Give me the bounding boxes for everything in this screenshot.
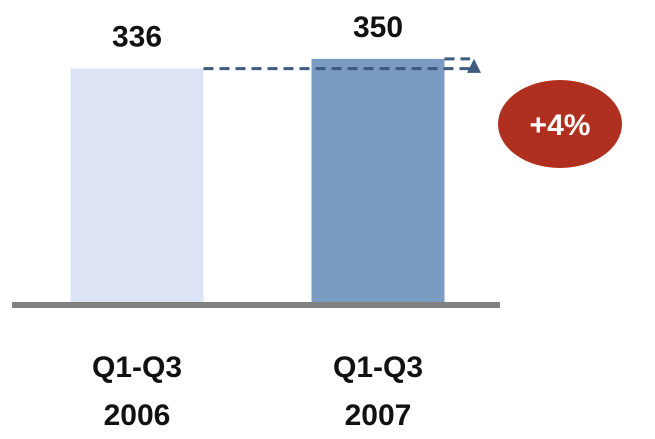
data-label-2006: 336 bbox=[112, 21, 162, 54]
increase-arrow-icon bbox=[467, 58, 481, 73]
x-axis-baseline bbox=[12, 302, 500, 308]
bar-q1-q3-2006 bbox=[70, 68, 204, 303]
category-label-2006-year: 2006 bbox=[104, 399, 171, 432]
category-label-2006-period: Q1-Q3 bbox=[92, 351, 182, 384]
category-label-2007-period: Q1-Q3 bbox=[333, 351, 423, 384]
change-badge-label: +4% bbox=[530, 109, 591, 142]
change-badge bbox=[498, 80, 622, 168]
bar-q1-q3-2007 bbox=[311, 58, 445, 302]
data-label-2007: 350 bbox=[353, 11, 403, 44]
category-label-2007-year: 2007 bbox=[345, 399, 412, 432]
